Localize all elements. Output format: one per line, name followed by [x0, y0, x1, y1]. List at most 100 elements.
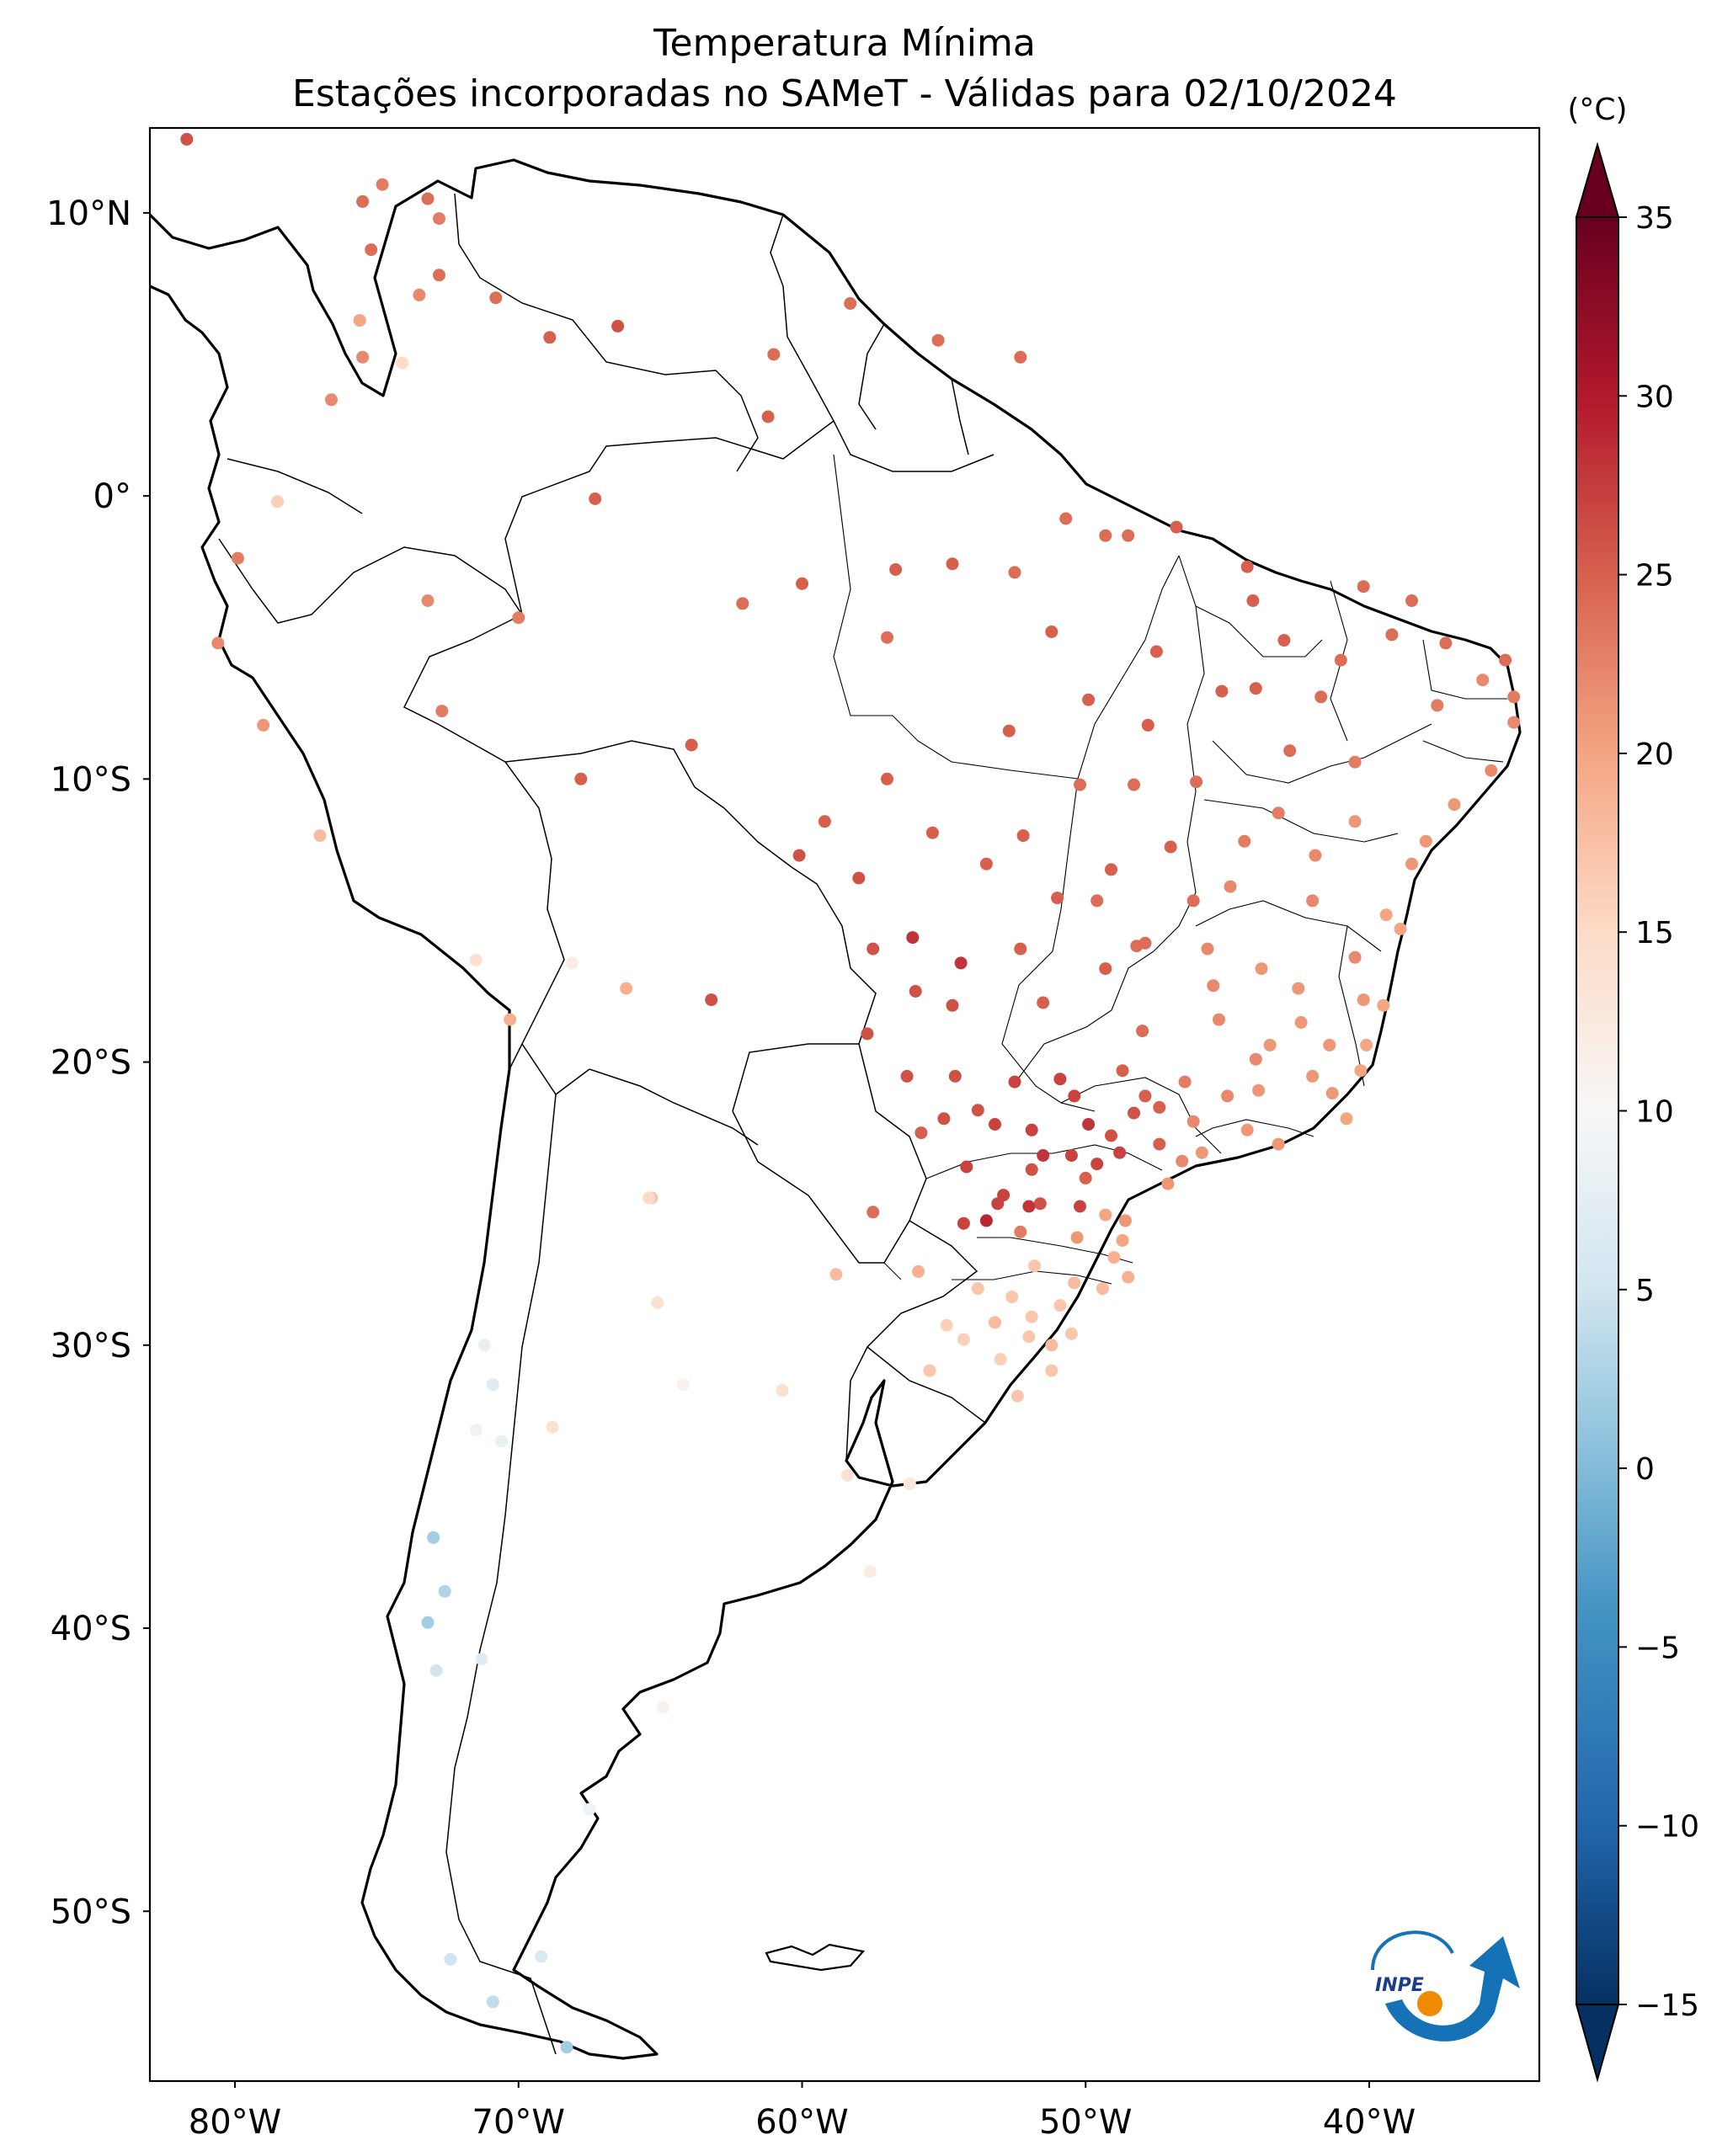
station-marker — [1064, 1327, 1078, 1340]
station-marker — [1249, 682, 1262, 695]
state-border — [1060, 1077, 1222, 1154]
station-marker — [948, 1069, 962, 1083]
coastlines-and-borders — [150, 158, 1522, 2060]
state-border — [1195, 1119, 1314, 1137]
station-marker — [1105, 863, 1117, 876]
station-marker — [421, 192, 435, 205]
state-borders — [833, 454, 1507, 1285]
station-marker — [1010, 1389, 1024, 1403]
state-border — [1330, 580, 1348, 742]
station-marker — [1507, 690, 1521, 704]
station-marker — [1354, 1064, 1368, 1078]
station-marker — [1306, 1069, 1320, 1083]
state-border — [1018, 950, 1154, 1078]
station-marker — [1340, 1112, 1353, 1126]
station-marker — [736, 597, 749, 610]
station-marker — [925, 826, 939, 839]
station-marker — [365, 243, 378, 257]
station-marker — [1116, 1233, 1129, 1247]
station-marker — [429, 1664, 443, 1677]
station-marker — [435, 705, 449, 718]
station-marker — [546, 1420, 559, 1434]
state-border — [1077, 555, 1180, 780]
station-marker — [840, 1469, 854, 1482]
station-marker — [1074, 778, 1086, 791]
station-marker — [620, 982, 633, 995]
state-border — [1001, 778, 1096, 1112]
border-colombia-ecuador — [227, 458, 363, 514]
station-marker — [1186, 1115, 1200, 1128]
station-marker — [566, 956, 579, 970]
station-marker — [866, 942, 880, 956]
station-marker — [1105, 1129, 1117, 1142]
station-marker — [1385, 628, 1399, 641]
station-marker — [1186, 894, 1200, 908]
station-marker — [881, 631, 893, 644]
station-marker — [512, 611, 525, 625]
station-marker — [1025, 1123, 1038, 1137]
station-marker — [1053, 1073, 1067, 1086]
station-marker — [1128, 1106, 1140, 1120]
station-marker — [1082, 1118, 1096, 1131]
border-chile-argentina — [445, 1094, 557, 2055]
station-marker — [900, 1069, 914, 1083]
station-marker — [844, 297, 857, 310]
station-marker — [1170, 520, 1183, 534]
border-colombia-venezuela — [454, 193, 759, 472]
station-marker — [1178, 1075, 1192, 1089]
station-marker — [396, 356, 409, 370]
lon-tick-label: 80°W — [189, 2103, 281, 2142]
station-marker — [954, 956, 968, 970]
station-marker — [1037, 1149, 1050, 1162]
colorbar-tick-label: 15 — [1635, 916, 1674, 950]
station-marker — [818, 815, 831, 828]
lat-tick-label: 10°S — [51, 760, 131, 799]
station-marker — [325, 393, 338, 407]
station-marker — [866, 1206, 880, 1219]
station-marker — [994, 1353, 1007, 1366]
station-marker — [1037, 996, 1050, 1009]
station-marker — [863, 1565, 877, 1578]
station-marker — [1005, 1291, 1019, 1304]
station-marker — [1008, 1075, 1021, 1089]
station-marker — [889, 563, 903, 576]
station-marker — [1252, 1083, 1266, 1097]
station-marker — [1485, 764, 1498, 777]
station-marker — [1246, 594, 1260, 607]
station-marker — [1348, 815, 1362, 828]
station-marker — [651, 1296, 664, 1309]
falkland-islands — [765, 1943, 866, 1972]
station-marker — [1176, 1154, 1189, 1168]
station-marker — [1507, 716, 1521, 729]
station-marker — [1074, 1200, 1086, 1213]
colorbar-tick-label: 10 — [1635, 1095, 1674, 1130]
station-marker — [989, 1316, 1001, 1329]
station-marker — [1277, 634, 1291, 647]
state-border — [1195, 900, 1382, 952]
border-peru-bolivia — [504, 761, 565, 1070]
station-marker — [1499, 653, 1512, 667]
station-marker — [486, 1378, 499, 1392]
logo-text: INPE — [1375, 1975, 1424, 1996]
station-marker — [1045, 626, 1058, 638]
lon-tick-label: 50°W — [1039, 2103, 1132, 2142]
border-uruguay-brazil — [866, 1346, 986, 1424]
station-marker — [1294, 1016, 1308, 1029]
state-border — [883, 1262, 902, 1280]
logo-swoosh-icon — [1385, 1936, 1520, 2042]
station-marker — [1405, 594, 1418, 607]
station-marker — [792, 849, 806, 862]
station-marker — [1238, 834, 1251, 848]
station-marker — [489, 291, 503, 305]
station-marker — [560, 2041, 573, 2054]
border-venezuela-guyana — [770, 214, 835, 422]
station-marker — [1377, 998, 1390, 1012]
station-marker — [1025, 1310, 1038, 1323]
station-marker — [257, 718, 270, 732]
station-marker — [1014, 350, 1027, 364]
station-marker — [469, 1424, 483, 1437]
station-marker — [960, 1160, 973, 1174]
station-marker — [946, 998, 959, 1012]
colorbar-tick-label: 35 — [1635, 201, 1674, 236]
station-marker — [1334, 653, 1347, 667]
